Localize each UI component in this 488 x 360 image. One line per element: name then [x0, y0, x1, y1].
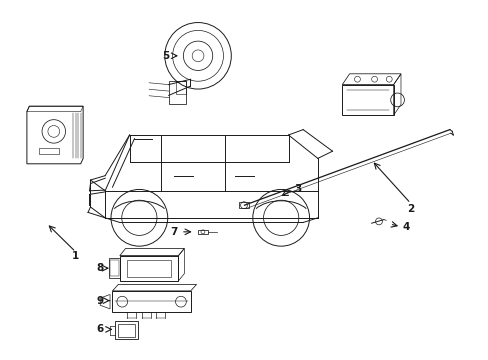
Text: 2: 2	[407, 204, 413, 214]
Text: 4: 4	[401, 222, 409, 232]
Text: 8: 8	[97, 263, 103, 273]
Text: 7: 7	[169, 227, 177, 237]
Bar	[39, 148, 59, 154]
Text: 6: 6	[97, 324, 103, 334]
Bar	[238, 202, 249, 208]
Bar	[168, 81, 185, 104]
Text: 3: 3	[294, 184, 301, 194]
Bar	[110, 260, 119, 276]
Text: 9: 9	[97, 296, 103, 306]
Bar	[118, 324, 135, 337]
Bar	[115, 321, 138, 339]
Bar	[109, 258, 120, 278]
Text: 1: 1	[72, 251, 79, 261]
Bar	[198, 230, 207, 234]
Bar	[176, 81, 185, 94]
Text: 5: 5	[163, 51, 169, 61]
Bar	[127, 260, 171, 277]
